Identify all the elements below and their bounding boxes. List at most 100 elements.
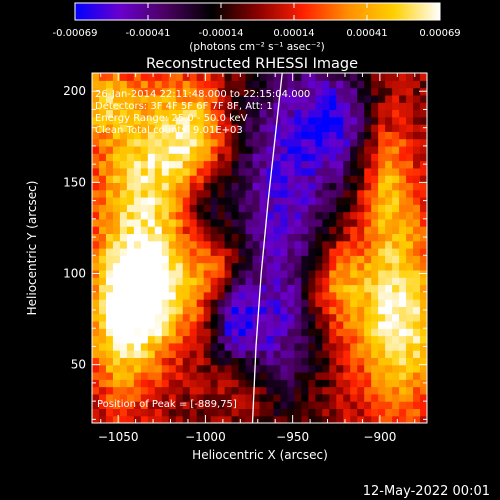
- heatmap-cell: [357, 386, 365, 395]
- heatmap-cell: [357, 211, 365, 220]
- heatmap-cell: [357, 350, 365, 358]
- heatmap-cell: [252, 167, 261, 176]
- heatmap-cell: [133, 401, 142, 410]
- heatmap-cell: [343, 196, 351, 205]
- heatmap-cell: [364, 328, 372, 337]
- heatmap-cell: [392, 233, 400, 242]
- heatmap-cell: [154, 218, 163, 227]
- heatmap-cell: [189, 415, 198, 423]
- heatmap-cell: [168, 94, 177, 103]
- heatmap-cell: [371, 350, 379, 358]
- heatmap-cell: [224, 320, 233, 329]
- heatmap-cell: [168, 415, 177, 423]
- heatmap-cell: [273, 240, 282, 249]
- heatmap-cell: [294, 291, 302, 300]
- heatmap-cell: [189, 175, 198, 183]
- heatmap-cell: [168, 131, 177, 140]
- heatmap-cell: [308, 138, 316, 147]
- heatmap-cell: [287, 284, 295, 293]
- heatmap-cell: [203, 182, 212, 191]
- heatmap-cell: [154, 102, 163, 111]
- heatmap-cell: [413, 138, 421, 147]
- heatmap-cell: [301, 102, 309, 111]
- heatmap-cell: [105, 350, 114, 358]
- heatmap-cell: [343, 124, 351, 132]
- heatmap-cell: [315, 262, 323, 271]
- heatmap-cell: [92, 240, 100, 249]
- heatmap-cell: [273, 306, 282, 315]
- y-tick-label: 150: [63, 175, 86, 189]
- heatmap-cell: [336, 393, 344, 402]
- heatmap-cell: [266, 218, 275, 227]
- heatmap-cell: [154, 153, 163, 162]
- heatmap-cell: [301, 320, 309, 329]
- x-tick-label: −1050: [98, 430, 139, 444]
- heatmap-cell: [315, 379, 323, 388]
- heatmap-cell: [161, 255, 170, 264]
- heatmap-cell: [385, 196, 393, 205]
- heatmap-cell: [245, 415, 254, 423]
- heatmap-cell: [273, 182, 282, 191]
- heatmap-cell: [140, 175, 149, 183]
- heatmap-cell: [175, 109, 184, 118]
- heatmap-cell: [112, 145, 121, 154]
- heatmap-cell: [252, 299, 261, 307]
- heatmap-cell: [224, 342, 233, 351]
- heatmap-cell: [126, 284, 135, 293]
- heatmap-cell: [210, 116, 219, 125]
- heatmap-cell: [406, 255, 414, 264]
- heatmap-cell: [182, 408, 191, 417]
- heatmap-cell: [350, 255, 358, 264]
- heatmap-cell: [112, 87, 121, 96]
- heatmap-cell: [420, 211, 427, 220]
- heatmap-cell: [406, 94, 414, 103]
- heatmap-cell: [119, 328, 128, 337]
- heatmap-cell: [315, 233, 323, 242]
- heatmap-cell: [413, 102, 421, 111]
- heatmap-cell: [231, 233, 240, 242]
- heatmap-cell: [357, 342, 365, 351]
- heatmap-cell: [154, 109, 163, 118]
- heatmap-cell: [392, 218, 400, 227]
- heatmap-cell: [105, 116, 114, 125]
- heatmap-cell: [147, 269, 156, 278]
- heatmap-cell: [392, 401, 400, 410]
- heatmap-cell: [175, 233, 184, 242]
- heatmap-cell: [112, 80, 121, 89]
- heatmap-cell: [147, 393, 156, 402]
- heatmap-cell: [378, 102, 386, 111]
- heatmap-cell: [385, 153, 393, 162]
- heatmap-cell: [196, 393, 205, 402]
- heatmap-cell: [315, 124, 323, 132]
- heatmap-cell: [140, 284, 149, 293]
- heatmap-cell: [196, 306, 205, 315]
- heatmap-cell: [210, 182, 219, 191]
- heatmap-cell: [203, 124, 212, 132]
- heatmap-cell: [336, 102, 344, 111]
- heatmap-cell: [140, 357, 149, 366]
- heatmap-cell: [357, 218, 365, 227]
- heatmap-cell: [161, 335, 170, 344]
- heatmap-cell: [266, 87, 275, 96]
- heatmap-cell: [252, 102, 261, 111]
- heatmap-cell: [280, 320, 289, 329]
- heatmap-cell: [126, 364, 135, 373]
- heatmap-cell: [392, 131, 400, 140]
- heatmap-cell: [343, 211, 351, 220]
- heatmap-cell: [154, 233, 163, 242]
- heatmap-cell: [413, 415, 421, 423]
- heatmap-cell: [168, 379, 177, 388]
- heatmap-cell: [175, 80, 184, 89]
- heatmap-cell: [336, 240, 344, 249]
- heatmap-cell: [406, 80, 414, 89]
- heatmap-cell: [224, 189, 233, 198]
- heatmap-cell: [322, 386, 330, 395]
- heatmap-cell: [161, 320, 170, 329]
- heatmap-cell: [385, 102, 393, 111]
- heatmap-cell: [154, 248, 163, 256]
- heatmap-cell: [182, 94, 191, 103]
- heatmap-cell: [364, 109, 372, 118]
- heatmap-cell: [280, 226, 289, 235]
- heatmap-cell: [224, 240, 233, 249]
- heatmap-cell: [322, 226, 330, 235]
